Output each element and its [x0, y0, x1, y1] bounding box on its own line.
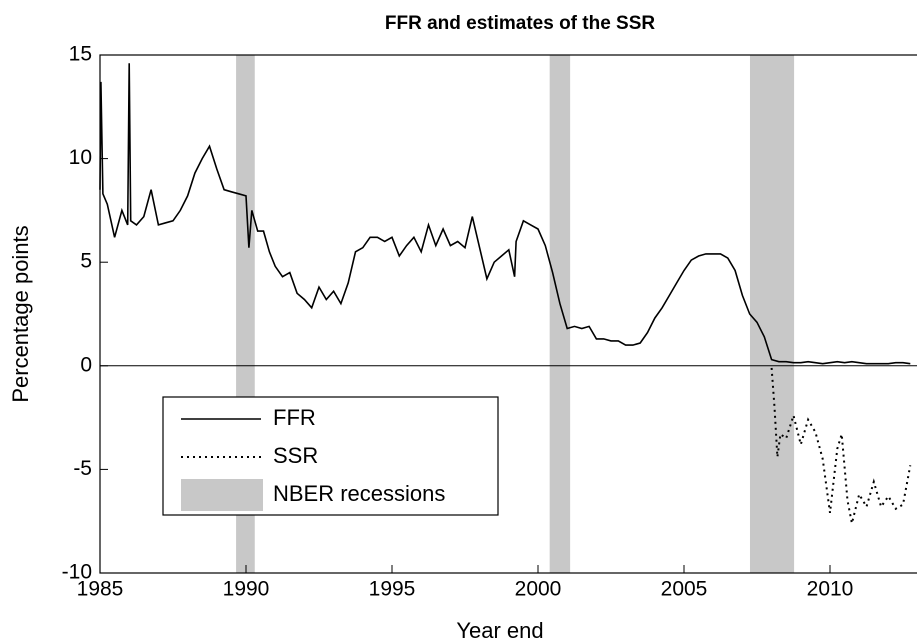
x-tick-label: 1990 — [223, 578, 270, 601]
plot-frame — [99, 54, 917, 574]
y-tick-label: 5 — [80, 250, 92, 273]
chart-title: FFR and estimates of the SSR — [385, 13, 656, 34]
legend-label: SSR — [273, 443, 318, 468]
legend-label: FFR — [273, 405, 316, 430]
legend-label: NBER recessions — [273, 481, 445, 506]
y-tick-label: 10 — [69, 146, 92, 169]
recession-band — [749, 55, 795, 573]
y-tick-label: -10 — [62, 561, 92, 584]
legend-swatch — [181, 479, 263, 511]
y-tick-label: 15 — [69, 43, 92, 66]
y-tick-label: -5 — [73, 457, 92, 480]
y-tick-label: 0 — [80, 353, 92, 376]
series-line — [99, 63, 911, 365]
x-tick-label: 1985 — [77, 578, 124, 601]
x-tick-label: 1995 — [369, 578, 416, 601]
y-axis-label: Percentage points — [8, 225, 33, 402]
x-tick-label: 2010 — [807, 578, 854, 601]
x-axis-label: Year end — [456, 618, 543, 643]
x-tick-label: 2005 — [661, 578, 708, 601]
x-tick-label: 2000 — [515, 578, 562, 601]
series-line — [770, 367, 912, 524]
recession-band — [549, 55, 571, 573]
